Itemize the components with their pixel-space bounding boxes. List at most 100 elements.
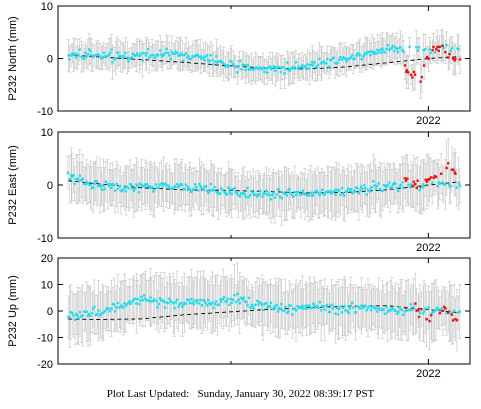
observed-point	[72, 314, 75, 317]
observed-point	[319, 62, 323, 65]
observed-point	[365, 52, 368, 56]
observed-point	[68, 178, 72, 181]
observed-point	[314, 306, 317, 309]
observed-point	[120, 189, 124, 193]
observed-point	[82, 182, 86, 186]
observed-point	[217, 192, 220, 196]
observed-point	[334, 312, 337, 315]
observed-point	[150, 300, 153, 303]
observed-point	[183, 301, 186, 305]
observed-point	[327, 191, 330, 194]
observed-point	[175, 182, 179, 186]
observed-point	[120, 304, 124, 307]
observed-point	[159, 49, 162, 52]
observed-point	[80, 178, 83, 182]
y-tick-label: 0	[47, 306, 53, 318]
recent-point	[428, 319, 431, 323]
observed-point	[224, 192, 227, 195]
recent-point	[425, 317, 428, 321]
observed-point	[131, 299, 135, 303]
observed-point	[188, 57, 191, 61]
observed-point	[233, 187, 236, 190]
observed-point	[422, 183, 425, 186]
observed-point	[101, 56, 104, 59]
observed-point	[370, 305, 374, 309]
observed-point	[168, 54, 171, 57]
observed-point	[148, 300, 152, 303]
observed-point	[265, 193, 269, 197]
observed-point	[436, 184, 439, 188]
observed-point	[316, 191, 320, 194]
observed-point	[89, 49, 92, 53]
observed-point	[152, 300, 155, 303]
recent-point	[425, 180, 429, 183]
observed-point	[123, 186, 127, 189]
observed-point	[198, 183, 201, 186]
observed-point	[283, 309, 286, 312]
recent-point	[436, 45, 439, 49]
observed-point	[184, 52, 188, 55]
observed-point	[350, 301, 354, 305]
recent-point	[420, 307, 423, 311]
observed-point	[85, 55, 88, 58]
observed-point	[132, 298, 135, 301]
observed-point	[277, 65, 280, 69]
observed-point	[408, 45, 411, 48]
observed-point	[213, 60, 217, 63]
observed-point	[400, 308, 404, 312]
observed-point	[86, 53, 90, 56]
observed-point	[96, 313, 99, 316]
observed-point	[369, 187, 372, 190]
observed-point	[316, 304, 319, 308]
observed-point	[337, 307, 341, 311]
observed-point	[72, 174, 75, 177]
observed-point	[318, 57, 321, 61]
observed-point	[309, 191, 313, 195]
recent-point	[427, 57, 430, 60]
observed-point	[269, 305, 272, 308]
recent-point	[419, 80, 422, 83]
observed-point	[450, 46, 454, 50]
observed-point	[140, 51, 144, 55]
observed-point	[254, 66, 257, 70]
observed-point	[309, 63, 312, 67]
observed-point	[433, 51, 437, 54]
observed-point	[115, 182, 118, 186]
observed-point	[269, 68, 273, 71]
observed-point	[306, 63, 309, 66]
observed-point	[110, 186, 113, 190]
y-tick-label: -10	[37, 106, 53, 118]
observed-point	[144, 183, 147, 186]
observed-point	[143, 185, 146, 188]
observed-point	[75, 312, 78, 316]
observed-point	[77, 316, 80, 320]
observed-point	[203, 58, 206, 62]
observed-point	[332, 56, 336, 60]
observed-point	[285, 194, 288, 197]
observed-point	[296, 305, 299, 308]
observed-point	[442, 47, 445, 50]
observed-point	[163, 300, 166, 304]
observed-point	[343, 304, 346, 308]
observed-point	[209, 53, 213, 57]
observed-point	[86, 182, 90, 185]
observed-point	[396, 189, 400, 193]
observed-point	[252, 191, 255, 194]
observed-point	[348, 307, 352, 310]
observed-point	[200, 187, 203, 190]
observed-point	[217, 60, 220, 63]
observed-point	[407, 308, 410, 311]
observed-point	[123, 55, 126, 58]
observed-point	[151, 54, 155, 57]
observed-point	[372, 180, 375, 183]
observed-point	[178, 184, 181, 187]
observed-point	[347, 311, 350, 315]
observed-point	[332, 305, 335, 309]
observed-point	[95, 180, 99, 183]
observed-point	[153, 298, 156, 301]
observed-point	[384, 184, 387, 187]
recent-point	[414, 302, 417, 305]
y-tick-label: 10	[41, 127, 53, 139]
recent-point	[403, 64, 407, 67]
observed-point	[366, 188, 370, 192]
